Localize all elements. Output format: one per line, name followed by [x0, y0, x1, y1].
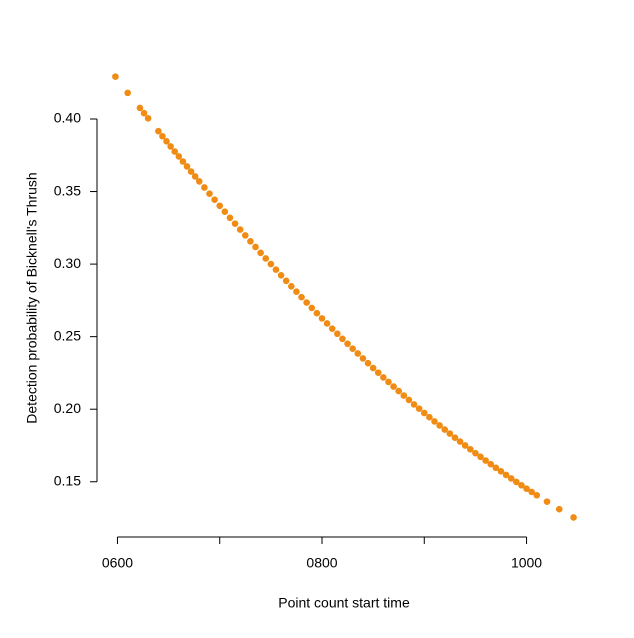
point — [369, 364, 377, 372]
point — [293, 288, 300, 295]
point — [339, 335, 346, 343]
point — [359, 355, 367, 362]
point — [334, 330, 341, 338]
point — [112, 73, 119, 80]
point — [272, 266, 280, 273]
point — [456, 438, 464, 445]
y-tick-label: 0.20 — [54, 400, 81, 416]
y-tick-label: 0.15 — [54, 472, 81, 488]
point — [211, 196, 218, 203]
point — [482, 457, 489, 464]
point — [528, 488, 535, 496]
point — [441, 426, 449, 433]
point — [555, 505, 563, 513]
point — [405, 396, 413, 404]
point — [431, 418, 438, 425]
point — [415, 405, 423, 412]
y-tick-label: 0.40 — [54, 110, 81, 126]
point — [492, 464, 500, 472]
point — [354, 350, 362, 357]
point — [201, 184, 208, 191]
point — [303, 299, 310, 306]
point — [380, 374, 387, 381]
point — [236, 226, 244, 233]
point — [257, 249, 264, 257]
x-tick-label: 1000 — [511, 555, 542, 571]
point — [247, 238, 254, 245]
point — [374, 369, 382, 376]
point — [163, 138, 170, 145]
point — [497, 468, 505, 475]
point — [167, 143, 174, 150]
y-tick-label: 0.35 — [54, 182, 81, 198]
point — [216, 202, 224, 210]
point — [390, 383, 397, 390]
point — [252, 243, 259, 251]
point — [328, 325, 336, 332]
point — [400, 392, 408, 399]
point — [267, 260, 275, 268]
point — [466, 445, 474, 453]
point — [226, 214, 234, 222]
point — [179, 158, 187, 165]
point — [183, 163, 191, 170]
point — [461, 442, 469, 449]
point — [136, 104, 144, 112]
x-tick-label: 0600 — [102, 555, 133, 571]
point — [543, 498, 551, 505]
y-tick-label: 0.25 — [54, 327, 81, 343]
point — [195, 178, 203, 185]
point — [533, 491, 541, 499]
point — [277, 271, 285, 279]
point — [262, 255, 270, 262]
point — [502, 471, 510, 479]
x-tick-label: 0800 — [306, 555, 337, 571]
point — [451, 434, 459, 441]
point — [385, 378, 392, 386]
point — [159, 132, 166, 140]
point — [518, 481, 525, 489]
point — [395, 387, 403, 395]
point — [288, 283, 295, 290]
point — [507, 475, 515, 482]
point — [206, 190, 213, 198]
point — [344, 340, 351, 348]
point — [426, 413, 433, 421]
point — [231, 220, 239, 227]
point — [144, 114, 152, 122]
point — [364, 359, 372, 367]
y-axis-label: Detection probability of Bicknell's Thru… — [24, 172, 40, 423]
point — [446, 430, 454, 437]
point — [241, 232, 249, 239]
point — [487, 460, 495, 468]
x-axis-label: Point count start time — [278, 595, 410, 611]
point — [140, 109, 148, 117]
point — [323, 320, 331, 327]
point — [349, 345, 356, 352]
y-tick-label: 0.30 — [54, 255, 81, 271]
point — [410, 401, 418, 408]
point — [523, 485, 530, 493]
point — [175, 153, 183, 160]
point — [191, 173, 199, 180]
point — [298, 293, 305, 301]
point — [472, 449, 479, 457]
point — [155, 127, 162, 135]
point — [308, 304, 316, 312]
point — [187, 168, 195, 175]
point — [124, 89, 131, 97]
point — [570, 514, 577, 521]
point — [282, 277, 290, 285]
point — [420, 409, 428, 417]
point — [171, 148, 179, 155]
point — [221, 208, 229, 216]
point — [436, 422, 443, 429]
point — [313, 309, 321, 317]
point — [513, 478, 520, 486]
point — [477, 453, 484, 461]
point — [318, 315, 326, 322]
